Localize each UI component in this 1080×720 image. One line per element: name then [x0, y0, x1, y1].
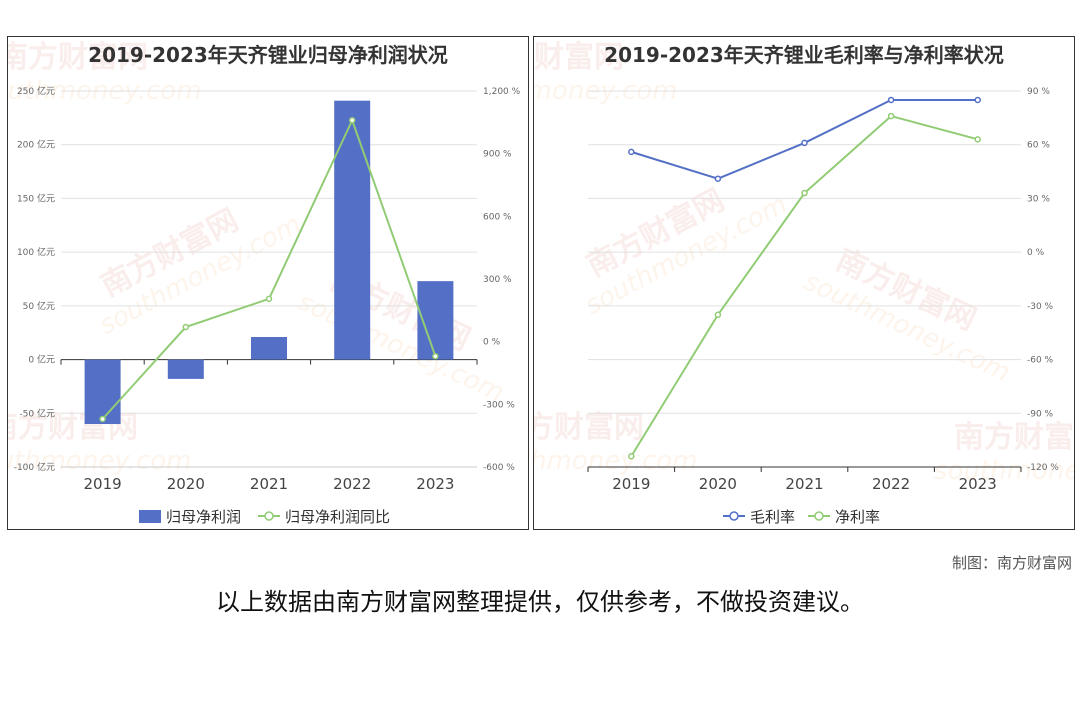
point-净利率-2020 — [714, 311, 722, 319]
x-tick-label: 2020 — [699, 475, 737, 493]
point-净利率-2023 — [974, 136, 981, 143]
right-y-tick-label: 0 % — [483, 338, 501, 348]
right-y-tick-label: 1,200 % — [483, 87, 521, 97]
x-tick-label: 2019 — [612, 475, 650, 493]
x-tick-label: 2023 — [959, 475, 997, 493]
right-y-tick-label: 30 % — [1027, 194, 1050, 204]
right-y-tick-label: -300 % — [483, 400, 515, 410]
line-毛利率 — [631, 98, 978, 180]
left-y-tick-label: 100 亿元 — [17, 246, 55, 258]
point-毛利率-2022 — [887, 96, 895, 104]
x-tick-label: 2020 — [167, 475, 205, 493]
legend-label: 归母净利润 — [166, 508, 241, 526]
right-y-tick-label: 900 % — [483, 150, 512, 160]
watermark-brand: 南方财富网 — [534, 40, 624, 75]
point-毛利率-2019 — [628, 148, 635, 156]
right-y-tick-label: -600 % — [483, 463, 515, 473]
bar-归母净利润-2022 — [334, 100, 371, 360]
right-y-tick-label: 90 % — [1027, 87, 1050, 97]
legend-label: 归母净利润同比 — [285, 508, 390, 526]
point-归母净利润同比-2021 — [265, 295, 273, 303]
point-归母净利润同比-2023 — [432, 353, 439, 360]
bar-归母净利润-2021 — [251, 337, 287, 360]
right-chart-svg: 南方财富网southmoney.com南方财富网southmoney.com南方… — [534, 40, 1075, 526]
chart-credit: 制图：南方财富网 — [951, 554, 1072, 572]
right-y-tick-label: 300 % — [483, 275, 512, 285]
left-y-tick-label: 200 亿元 — [17, 139, 55, 151]
left-chart-panel: 南方财富网southmoney.com南方财富网southmoney.com南方… — [7, 36, 529, 530]
right-chart-panel: 南方财富网southmoney.com南方财富网southmoney.com南方… — [533, 36, 1075, 530]
watermark-site: southmoney.com — [534, 446, 697, 476]
watermark-site: southmoney.com — [8, 446, 191, 476]
point-毛利率-2023 — [974, 96, 981, 104]
x-tick-label: 2019 — [84, 475, 122, 493]
disclaimer-text: 以上数据由南方财富网整理提供，仅供参考，不做投资建议。 — [216, 588, 864, 616]
right-y-tick-label: -30 % — [1027, 302, 1054, 312]
legend-marker — [264, 511, 274, 521]
left-y-tick-label: -50 亿元 — [19, 407, 55, 419]
x-tick-label: 2021 — [250, 475, 288, 493]
point-归母净利润同比-2020 — [182, 323, 190, 331]
watermark-group: 南方财富网southmoney.com南方财富网southmoney.com南方… — [534, 40, 1075, 486]
point-归母净利润同比-2019 — [99, 415, 106, 423]
bar-归母净利润-2019 — [84, 359, 121, 425]
bar-归母净利润-2020 — [167, 359, 204, 379]
x-tick-label: 2023 — [416, 475, 454, 493]
x-tick-label: 2022 — [333, 475, 371, 493]
right-y-tick-label: 600 % — [483, 212, 512, 222]
left-y-tick-label: -100 亿元 — [14, 461, 55, 473]
left-y-tick-label: 150 亿元 — [17, 192, 55, 204]
x-tick-label: 2022 — [872, 475, 910, 493]
right-y-tick-label: -90 % — [1027, 409, 1054, 419]
x-tick-label: 2021 — [785, 475, 823, 493]
point-归母净利润同比-2022 — [348, 116, 356, 124]
point-毛利率-2021 — [801, 139, 808, 147]
point-净利率-2019 — [628, 453, 635, 460]
watermark-site: southmoney.com — [934, 456, 1075, 486]
legend-label: 净利率 — [835, 508, 880, 526]
right-y-tick-label: -60 % — [1027, 356, 1054, 366]
legend-marker — [729, 511, 739, 521]
left-y-tick-label: 0 亿元 — [28, 354, 55, 366]
legend-bar-swatch — [139, 510, 161, 523]
watermark-brand: 南方财富网 — [534, 410, 644, 445]
right-y-tick-label: 0 % — [1027, 248, 1045, 258]
left-chart-svg: 南方财富网southmoney.com南方财富网southmoney.com南方… — [8, 40, 521, 526]
left-y-tick-label: 50 亿元 — [23, 300, 55, 312]
watermark-brand: 南方财富网 — [8, 40, 148, 75]
point-净利率-2021 — [801, 189, 808, 197]
legend-marker — [814, 511, 824, 521]
legend-label: 毛利率 — [750, 508, 795, 526]
point-净利率-2022 — [887, 112, 895, 120]
right-y-tick-label: -120 % — [1027, 463, 1059, 473]
right-y-tick-label: 60 % — [1027, 141, 1050, 151]
right-chart-title: 2019-2023年天齐锂业毛利率与净利率状况 — [604, 43, 1004, 67]
left-chart-title: 2019-2023年天齐锂业归母净利润状况 — [88, 43, 448, 67]
left-y-tick-label: 250 亿元 — [17, 85, 55, 97]
point-毛利率-2020 — [714, 175, 722, 182]
watermark-brand: 南方财富网 — [954, 420, 1075, 455]
